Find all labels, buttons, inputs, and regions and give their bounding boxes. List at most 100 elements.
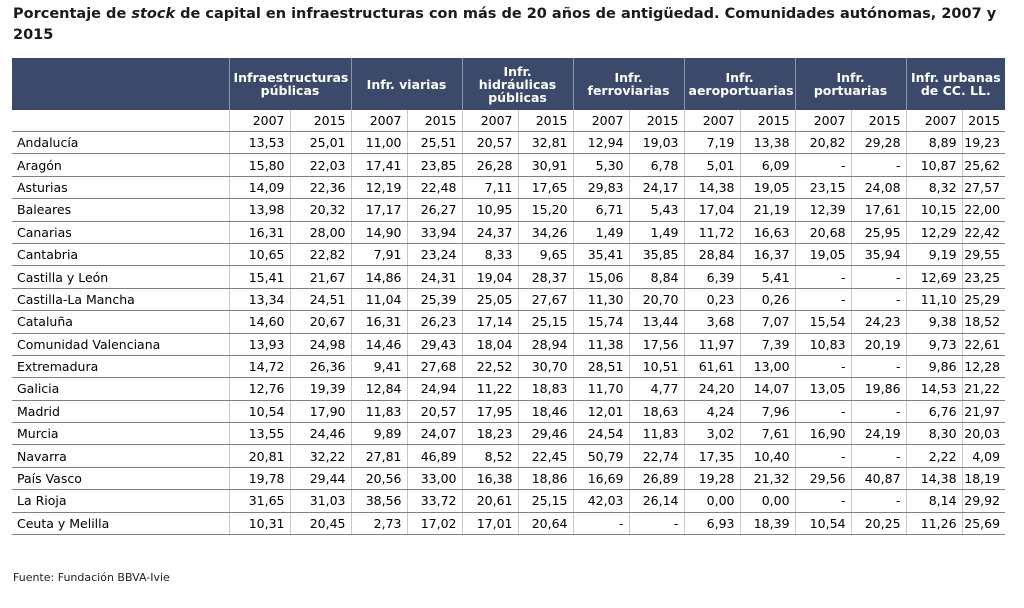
value-cell: 12,84	[350, 377, 407, 401]
value-cell: 20,57	[406, 400, 463, 424]
value-cell: 17,01	[461, 512, 519, 536]
region-name-cell: Navarra	[12, 444, 229, 468]
value-cell: 16,31	[350, 310, 407, 334]
group-header: Infr. urbanas de CC. LL.	[905, 58, 1006, 110]
value-cell: 10,51	[628, 355, 685, 379]
value-cell: 17,02	[406, 512, 463, 536]
year-header: 2007	[794, 110, 852, 132]
value-cell: 14,38	[683, 176, 741, 200]
table-row: Navarra 20,81 32,22 27,81 46,89 8,52 22,45 50,7…	[12, 444, 1006, 468]
value-cell: 18,19	[961, 467, 1006, 491]
header-blank-cell	[12, 58, 229, 110]
value-cell: 19,28	[683, 467, 741, 491]
value-cell: 26,36	[289, 355, 351, 379]
title-italic-text: stock	[131, 6, 176, 22]
value-cell: 10,54	[794, 512, 852, 536]
value-cell: 13,44	[628, 310, 685, 334]
value-cell: 8,32	[905, 176, 963, 200]
value-cell: 22,82	[289, 243, 351, 267]
value-cell: 11,83	[350, 400, 407, 424]
value-cell: 50,79	[572, 444, 630, 468]
value-cell: 20,19	[850, 333, 907, 356]
value-cell: 22,00	[961, 198, 1006, 222]
value-cell: 20,45	[289, 512, 351, 536]
value-cell: 40,87	[850, 467, 907, 491]
value-cell: 27,68	[406, 355, 463, 379]
value-cell: 12,28	[961, 355, 1006, 379]
value-cell: 29,55	[961, 243, 1006, 267]
value-cell: 28,94	[517, 333, 574, 356]
region-name-cell: Murcia	[12, 422, 229, 446]
value-cell: -	[794, 444, 852, 468]
value-cell: 38,56	[350, 489, 407, 513]
group-header: Infr. portuarias	[794, 58, 907, 110]
value-cell: 16,90	[794, 422, 852, 446]
region-name-cell: Castilla-La Mancha	[12, 288, 229, 312]
value-cell: -	[794, 400, 852, 424]
value-cell: 22,42	[961, 221, 1006, 244]
table-row: Murcia 13,55 24,46 9,89 24,07 18,23 29,46 24,54…	[12, 422, 1006, 446]
value-cell: 8,52	[461, 444, 519, 468]
group-header: Infraestructuras públicas	[228, 58, 351, 110]
title-text: Porcentaje de	[13, 6, 132, 22]
value-cell: 24,98	[289, 333, 351, 356]
value-cell: 15,20	[517, 198, 574, 222]
value-cell: 19,23	[961, 131, 1006, 155]
value-cell: 21,97	[961, 400, 1006, 424]
value-cell: 29,92	[961, 489, 1006, 513]
value-cell: 19,03	[628, 131, 685, 155]
value-cell: 6,76	[905, 400, 963, 424]
value-cell: 31,65	[228, 489, 290, 513]
value-cell: 13,34	[228, 288, 290, 312]
value-cell: 32,22	[289, 444, 351, 468]
value-cell: 14,53	[905, 377, 963, 401]
value-cell: 25,01	[289, 131, 351, 155]
value-cell: 10,15	[905, 198, 963, 222]
value-cell: 5,43	[628, 198, 685, 222]
year-header: 2007	[683, 110, 741, 132]
value-cell: -	[794, 288, 852, 312]
value-cell: 14,46	[350, 333, 407, 356]
value-cell: -	[850, 265, 907, 289]
value-cell: 11,38	[572, 333, 630, 356]
value-cell: 27,81	[350, 444, 407, 468]
value-cell: 24,07	[406, 422, 463, 446]
value-cell: 23,24	[406, 243, 463, 267]
value-cell: 20,57	[461, 131, 519, 155]
value-cell: 15,74	[572, 310, 630, 334]
year-blank-cell	[12, 110, 229, 132]
value-cell: -	[850, 288, 907, 312]
data-table: Infraestructuras públicas Infr. viarias …	[12, 58, 1006, 536]
value-cell: 27,57	[961, 176, 1006, 200]
value-cell: 11,22	[461, 377, 519, 401]
value-cell: -	[850, 355, 907, 379]
value-cell: 10,83	[794, 333, 852, 356]
value-cell: 28,84	[683, 243, 741, 267]
table-row: Comunidad Valenciana 13,93 24,98 14,46 29,43…	[12, 333, 1006, 356]
value-cell: 1,49	[628, 221, 685, 244]
value-cell: 23,25	[961, 265, 1006, 289]
value-cell: 17,35	[683, 444, 741, 468]
value-cell: 2,73	[350, 512, 407, 536]
value-cell: 17,17	[350, 198, 407, 222]
table-row: Extremadura 14,72 26,36 9,41 27,68 22,52 30,70…	[12, 355, 1006, 379]
value-cell: 9,86	[905, 355, 963, 379]
value-cell: 15,54	[794, 310, 852, 334]
year-header: 2007	[572, 110, 630, 132]
value-cell: 3,02	[683, 422, 741, 446]
value-cell: 20,32	[289, 198, 351, 222]
table-title: Porcentaje de stock de capital en infrae…	[13, 4, 1003, 46]
value-cell: 20,68	[794, 221, 852, 244]
value-cell: 29,44	[289, 467, 351, 491]
value-cell: -	[850, 400, 907, 424]
value-cell: 3,68	[683, 310, 741, 334]
value-cell: 1,49	[572, 221, 630, 244]
value-cell: 21,67	[289, 265, 351, 289]
value-cell: 4,77	[628, 377, 685, 401]
value-cell: 12,29	[905, 221, 963, 244]
value-cell: 42,03	[572, 489, 630, 513]
region-name-cell: Comunidad Valenciana	[12, 333, 229, 356]
value-cell: 22,61	[961, 333, 1006, 356]
value-cell: 16,31	[228, 221, 290, 244]
value-cell: 12,01	[572, 400, 630, 424]
